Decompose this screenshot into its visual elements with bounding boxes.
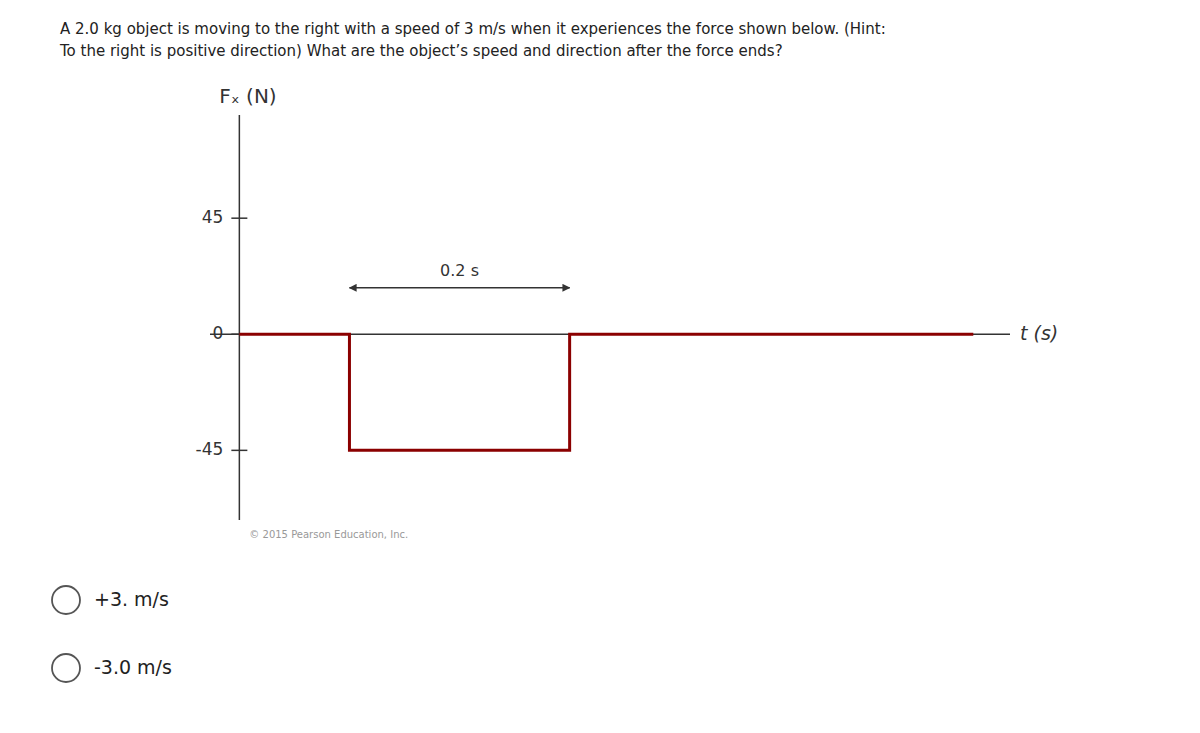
x-axis-label: t (s) [1020,322,1058,344]
y-tick [231,450,247,452]
option-radio[interactable] [52,654,80,682]
title: A 2.0 kg object is moving to the right w… [59,20,886,60]
force-line [239,334,973,450]
y-tick-label: -45 [196,439,224,459]
option-radio[interactable] [52,586,80,614]
y-axis-label: Fₓ (N) [219,84,276,108]
option-label[interactable]: -3.0 m/s [94,656,172,678]
y-axis [239,115,241,520]
chart-root: A 2.0 kg object is moving to the right w… [0,0,1200,733]
plot-area [239,334,973,450]
option-label[interactable]: +3. m/s [94,588,169,610]
y-tick [231,217,247,219]
chart: A 2.0 kg object is moving to the right w… [0,0,1200,733]
annotation-text: 0.2 s [440,261,479,280]
source-note: © 2015 Pearson Education, Inc. [249,529,408,540]
y-tick-label: 0 [213,323,224,343]
y-tick-label: 45 [202,207,224,227]
annotation-arrow [349,287,569,289]
